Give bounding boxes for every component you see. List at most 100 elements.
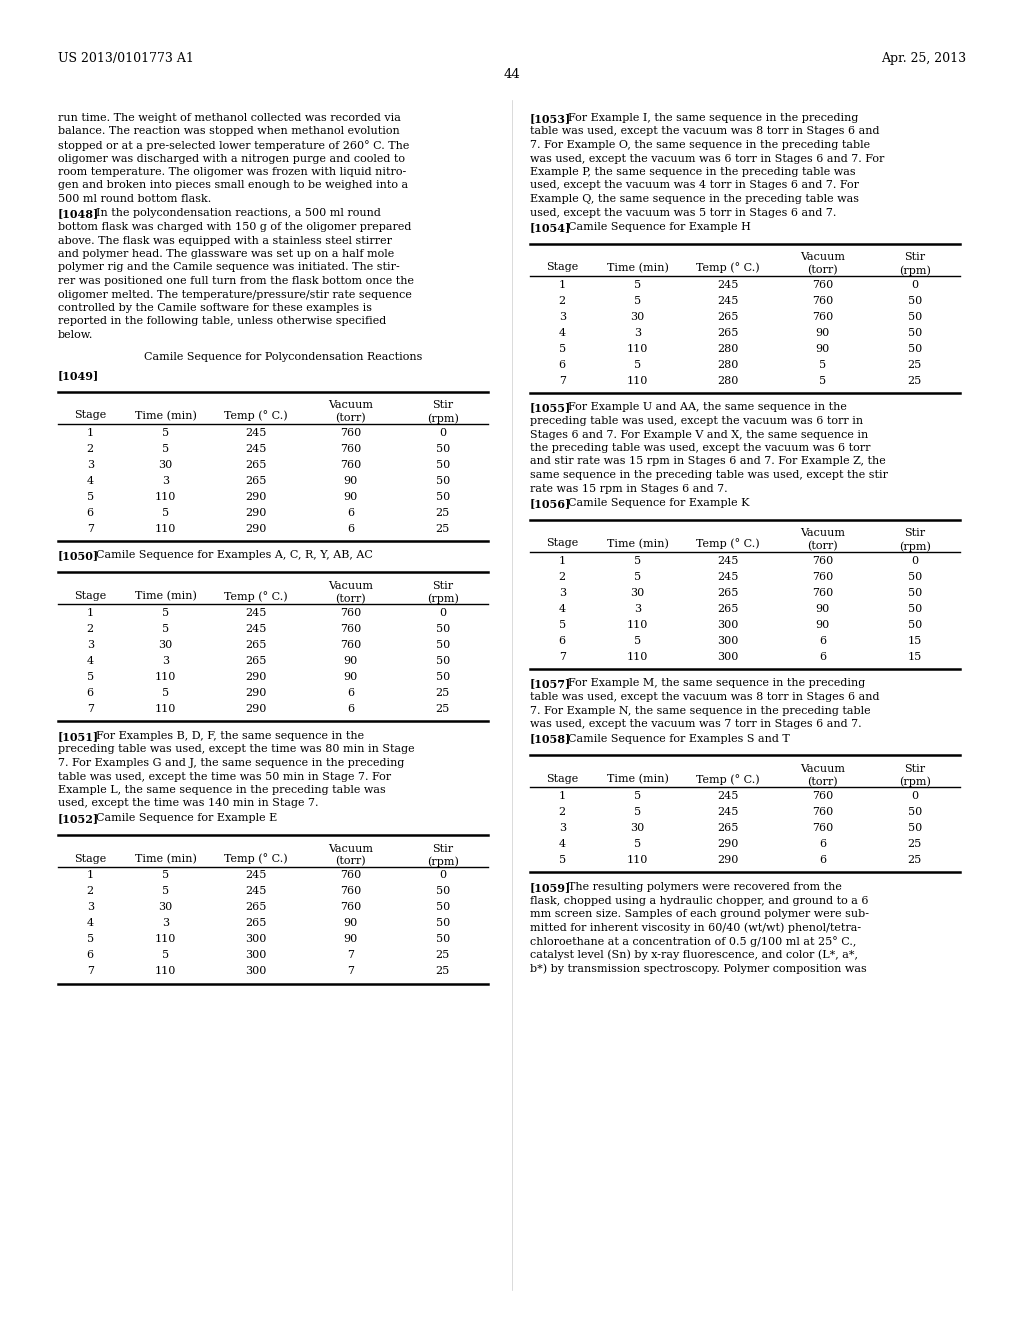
Text: [1053]: [1053] xyxy=(530,114,571,124)
Text: 265: 265 xyxy=(245,903,266,912)
Text: 5: 5 xyxy=(634,572,641,582)
Text: 44: 44 xyxy=(504,69,520,81)
Text: 2: 2 xyxy=(559,572,566,582)
Text: 25: 25 xyxy=(436,704,450,714)
Text: stopped or at a pre-selected lower temperature of 260° C. The: stopped or at a pre-selected lower tempe… xyxy=(58,140,410,150)
Text: Vacuum: Vacuum xyxy=(800,252,845,263)
Text: Camile Sequence for Examples S and T: Camile Sequence for Examples S and T xyxy=(554,734,790,743)
Text: Example Q, the same sequence in the preceding table was: Example Q, the same sequence in the prec… xyxy=(530,194,859,205)
Text: Stage: Stage xyxy=(74,411,106,421)
Text: 50: 50 xyxy=(907,312,922,322)
Text: 280: 280 xyxy=(717,343,738,354)
Text: 1: 1 xyxy=(87,870,94,880)
Text: 3: 3 xyxy=(87,640,94,649)
Text: 2: 2 xyxy=(87,444,94,454)
Text: 7: 7 xyxy=(87,704,94,714)
Text: table was used, except the vacuum was 8 torr in Stages 6 and: table was used, except the vacuum was 8 … xyxy=(530,127,880,136)
Text: 110: 110 xyxy=(155,704,176,714)
Text: the preceding table was used, except the vacuum was 6 torr: the preceding table was used, except the… xyxy=(530,444,870,453)
Text: 50: 50 xyxy=(907,327,922,338)
Text: 245: 245 xyxy=(245,870,266,880)
Text: Time (min): Time (min) xyxy=(134,854,197,863)
Text: 265: 265 xyxy=(717,603,738,614)
Text: [1059]: [1059] xyxy=(530,882,571,894)
Text: 5: 5 xyxy=(87,935,94,945)
Text: Stage: Stage xyxy=(546,263,579,272)
Text: used, except the vacuum was 5 torr in Stages 6 and 7.: used, except the vacuum was 5 torr in St… xyxy=(530,207,837,218)
Text: Temp (° C.): Temp (° C.) xyxy=(696,263,760,273)
Text: Temp (° C.): Temp (° C.) xyxy=(224,591,288,602)
Text: 30: 30 xyxy=(631,312,645,322)
Text: [1055]: [1055] xyxy=(530,403,571,413)
Text: 6: 6 xyxy=(819,635,826,645)
Text: mm screen size. Samples of each ground polymer were sub-: mm screen size. Samples of each ground p… xyxy=(530,909,869,919)
Text: 25: 25 xyxy=(907,840,922,849)
Text: 3: 3 xyxy=(87,459,94,470)
Text: 1: 1 xyxy=(87,428,94,437)
Text: 110: 110 xyxy=(627,652,648,661)
Text: 5: 5 xyxy=(634,556,641,565)
Text: 25: 25 xyxy=(436,524,450,533)
Text: [1057]: [1057] xyxy=(530,678,571,689)
Text: 290: 290 xyxy=(245,507,266,517)
Text: oligomer melted. The temperature/pressure/stir rate sequence: oligomer melted. The temperature/pressur… xyxy=(58,289,412,300)
Text: 15: 15 xyxy=(907,635,922,645)
Text: catalyst level (Sn) by x-ray fluorescence, and color (L*, a*,: catalyst level (Sn) by x-ray fluorescenc… xyxy=(530,949,858,960)
Text: 5: 5 xyxy=(162,950,169,961)
Text: 110: 110 xyxy=(627,619,648,630)
Text: 50: 50 xyxy=(436,919,450,928)
Text: 6: 6 xyxy=(87,950,94,961)
Text: 245: 245 xyxy=(245,428,266,437)
Text: Example P, the same sequence in the preceding table was: Example P, the same sequence in the prec… xyxy=(530,168,856,177)
Text: 90: 90 xyxy=(343,656,357,667)
Text: 265: 265 xyxy=(245,475,266,486)
Text: 245: 245 xyxy=(717,572,738,582)
Text: 760: 760 xyxy=(340,428,361,437)
Text: 2: 2 xyxy=(559,807,566,817)
Text: 25: 25 xyxy=(907,359,922,370)
Text: flask, chopped using a hydraulic chopper, and ground to a 6: flask, chopped using a hydraulic chopper… xyxy=(530,895,868,906)
Text: 50: 50 xyxy=(907,619,922,630)
Text: 50: 50 xyxy=(907,603,922,614)
Text: Stage: Stage xyxy=(546,774,579,784)
Text: 25: 25 xyxy=(907,375,922,385)
Text: Camile Sequence for Example E: Camile Sequence for Example E xyxy=(82,813,278,822)
Text: 300: 300 xyxy=(245,950,266,961)
Text: 50: 50 xyxy=(436,475,450,486)
Text: 5: 5 xyxy=(634,296,641,305)
Text: 7: 7 xyxy=(559,652,565,661)
Text: (torr): (torr) xyxy=(807,541,838,552)
Text: [1048]: [1048] xyxy=(58,209,99,219)
Text: 5: 5 xyxy=(162,870,169,880)
Text: 300: 300 xyxy=(717,619,738,630)
Text: 50: 50 xyxy=(907,822,922,833)
Text: 5: 5 xyxy=(559,855,566,865)
Text: 4: 4 xyxy=(559,603,566,614)
Text: 245: 245 xyxy=(717,791,738,801)
Text: 265: 265 xyxy=(717,312,738,322)
Text: 7. For Examples G and J, the same sequence in the preceding: 7. For Examples G and J, the same sequen… xyxy=(58,758,404,768)
Text: 265: 265 xyxy=(245,919,266,928)
Text: 300: 300 xyxy=(245,935,266,945)
Text: 245: 245 xyxy=(245,609,266,618)
Text: 15: 15 xyxy=(907,652,922,661)
Text: 110: 110 xyxy=(155,672,176,682)
Text: gen and broken into pieces small enough to be weighed into a: gen and broken into pieces small enough … xyxy=(58,181,409,190)
Text: [1051]: [1051] xyxy=(58,731,99,742)
Text: 4: 4 xyxy=(87,919,94,928)
Text: 1: 1 xyxy=(559,556,566,565)
Text: 290: 290 xyxy=(245,672,266,682)
Text: 7: 7 xyxy=(559,375,565,385)
Text: 5: 5 xyxy=(559,619,566,630)
Text: 760: 760 xyxy=(812,556,834,565)
Text: Temp (° C.): Temp (° C.) xyxy=(224,411,288,421)
Text: 90: 90 xyxy=(815,327,829,338)
Text: table was used, except the time was 50 min in Stage 7. For: table was used, except the time was 50 m… xyxy=(58,771,391,781)
Text: Temp (° C.): Temp (° C.) xyxy=(696,539,760,549)
Text: 50: 50 xyxy=(436,656,450,667)
Text: 760: 760 xyxy=(340,624,361,634)
Text: Camile Sequence for Examples A, C, R, Y, AB, AC: Camile Sequence for Examples A, C, R, Y,… xyxy=(82,550,373,561)
Text: 50: 50 xyxy=(436,444,450,454)
Text: 760: 760 xyxy=(340,444,361,454)
Text: (torr): (torr) xyxy=(807,776,838,787)
